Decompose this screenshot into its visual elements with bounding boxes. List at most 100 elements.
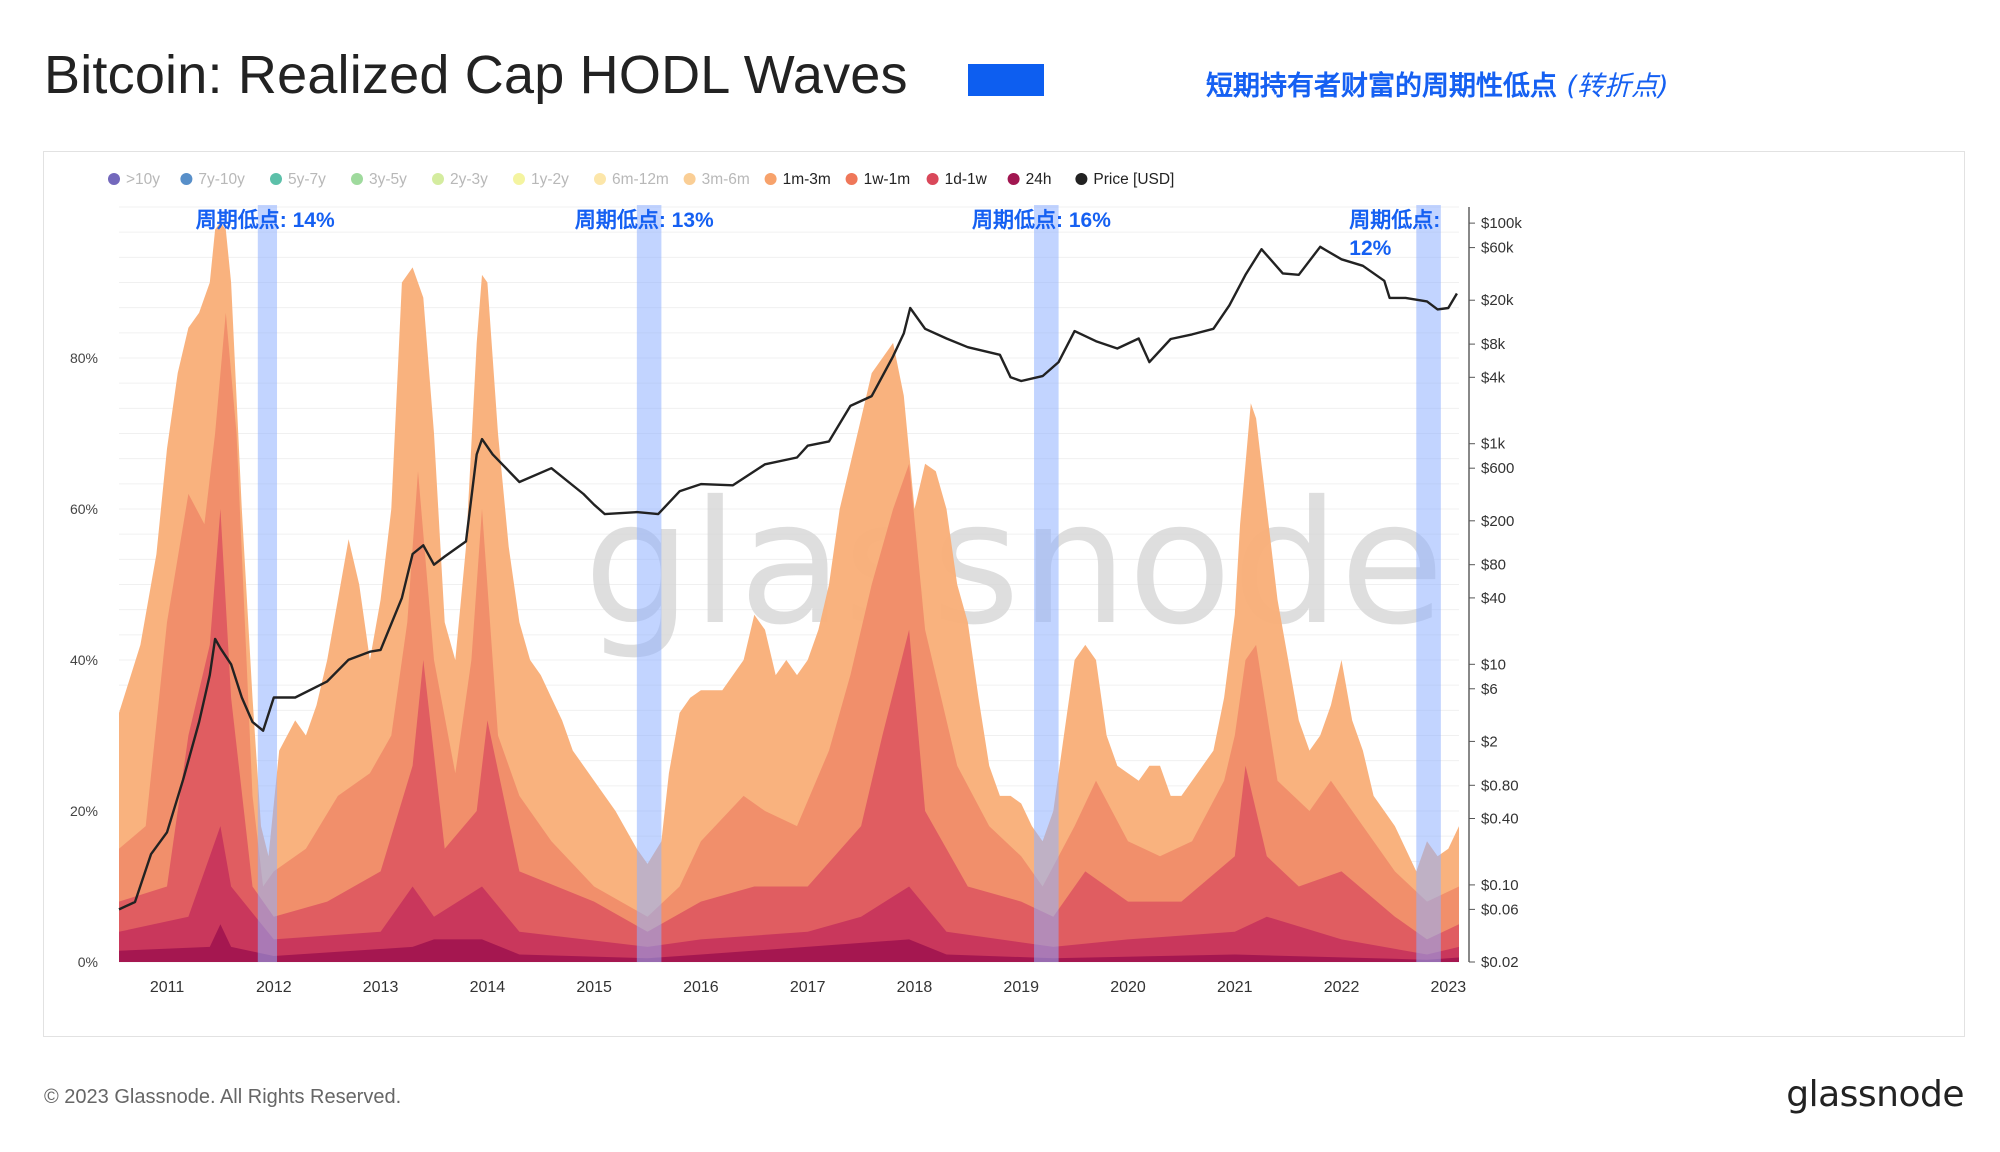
y-right-tick-label: $6 [1481,681,1498,698]
area-1d-1w [119,826,1459,962]
legend-swatch [594,173,606,185]
watermark-text: glassnode [584,465,1445,663]
glassnode-logo: glassnode [1786,1074,1964,1115]
y-left-tick-label: 20% [70,803,98,819]
legend-swatch [1075,173,1088,185]
y-right-tick-label: $2 [1481,733,1498,750]
legend-swatch [513,173,525,185]
legend-item: Price [USD] [1075,171,1174,188]
watermark: glassnode [584,465,1445,663]
legend-swatch [270,173,282,185]
hodl-areas [119,222,1459,963]
legend-swatch [108,173,120,185]
legend-label: 2y-3y [450,171,488,188]
legend-item: 1y-2y [513,171,569,188]
y-right-tick-label: $0.40 [1481,810,1519,827]
legend-item: 3y-5y [351,171,407,188]
y-right-tick-label: $10 [1481,656,1506,673]
x-tick-label: 2015 [576,979,612,996]
legend-swatch [180,173,193,185]
hodl-waves-chart: glassnode 0% 20% 40% 60% 80% $100k $60k $20k $8k… [70,171,1522,996]
y-left-tick-label: 80% [70,350,98,366]
legend-swatch [432,173,444,185]
cycle-low-label-4-line1: 周期低点: [1349,208,1440,232]
cycle-low-label-4-line2: 12% [1349,237,1391,260]
y-right-tick-label: $20k [1481,292,1514,309]
legend-swatch [683,173,696,185]
legend-swatch [926,173,939,185]
legend-swatch [845,173,858,185]
y-right-tick-label: $0.10 [1481,877,1519,894]
legend-label: 3y-5y [369,171,407,188]
price-line [118,245,1458,911]
legend-item: 2y-3y [432,171,488,188]
area-1w-1m [119,509,1459,962]
cycle-low-label-1: 周期低点: 14% [196,208,335,232]
legend-item: >10y [108,171,160,188]
x-tick-label: 2013 [363,979,399,996]
cycle-low-band-3 [1034,205,1059,962]
legend-label: 6m-12m [612,171,669,188]
cycle-low-band-1 [257,205,278,962]
x-tick-label: 2012 [256,979,292,996]
page-title: Bitcoin: Realized Cap HODL Waves [44,45,908,105]
legend-item: 1d-1w [926,171,988,188]
y-right-tick-label: $1k [1481,436,1506,453]
y-right-tick-label: $40 [1481,590,1506,607]
x-tick-label: 2014 [470,979,506,996]
x-tick-label: 2011 [150,979,185,996]
subtitle: 短期持有者财富的周期性低点 (转折点) [1206,64,1668,103]
legend-item: 3m-6m [683,171,750,188]
subtitle-main: 短期持有者财富的周期性低点 [1206,71,1557,102]
legend-item: 5y-7y [270,171,326,188]
y-left-tick-label: 60% [70,501,98,517]
subtitle-paren: (转折点) [1566,71,1669,102]
y-right-tick-label: $100k [1481,215,1522,232]
legend-label: 1d-1w [945,171,988,188]
legend-item: 6m-12m [594,171,669,188]
x-tick-label: 2021 [1217,979,1253,996]
chart-panel: glassnode 0% 20% 40% 60% 80% $100k $60k $20k $8k… [43,151,1965,1037]
legend: >10y 7y-10y 5y-7y 3y-5y 2y-3y 1y-2y 6m-12m 3m-6… [108,171,1174,188]
legend-item: 1m-3m [764,171,831,188]
y-right-tick-label: $60k [1481,240,1514,257]
legend-label: Price [USD] [1093,171,1174,188]
legend-label: 7y-10y [198,171,245,188]
area-24h [119,924,1459,962]
area-1m-3m [119,312,1459,962]
y-right-tick-label: $200 [1481,513,1514,530]
legend-swatch [1007,173,1020,185]
cycle-low-band-4 [1416,205,1441,962]
cycle-low-bands [257,205,1441,962]
y-right-tick-label: $0.02 [1481,954,1519,971]
cycle-low-band-2 [636,205,662,962]
legend-item: 1w-1m [845,171,911,188]
title-color-swatch [968,64,1044,96]
price-line-group [118,245,1458,911]
legend-label: 5y-7y [288,171,326,188]
y-right-tick-label: $80 [1481,557,1506,574]
x-tick-label: 2019 [1003,979,1039,996]
y-right-tick-label: $8k [1481,336,1506,353]
y-right-tick-label: $0.80 [1481,777,1519,794]
legend-label: 1m-3m [783,171,831,188]
legend-label: 1y-2y [531,171,569,188]
copyright-text: © 2023 Glassnode. All Rights Reserved. [44,1086,402,1108]
legend-label: >10y [126,171,160,188]
x-tick-label: 2023 [1431,979,1467,996]
x-tick-label: 2017 [790,979,826,996]
y-right-tick-label: $4k [1481,369,1506,386]
axes: 0% 20% 40% 60% 80% $100k $60k $20k $8k $4k $1k $600… [70,207,1522,996]
x-tick-label: 2016 [683,979,719,996]
cycle-low-label-2: 周期低点: 13% [575,208,714,232]
y-right-tick-label: $0.06 [1481,901,1519,918]
legend-label: 3m-6m [702,171,750,188]
legend-label: 1w-1m [864,171,911,188]
legend-item: 7y-10y [180,171,245,188]
cycle-low-label-3: 周期低点: 16% [972,208,1111,232]
cycle-low-annotations: 周期低点: 14% 周期低点: 13% 周期低点: 16% 周期低点: 12% [196,208,1440,260]
x-tick-label: 2020 [1110,979,1146,996]
x-tick-label: 2018 [897,979,933,996]
y-right-tick-label: $600 [1481,460,1514,477]
legend-item: 24h [1007,171,1051,188]
